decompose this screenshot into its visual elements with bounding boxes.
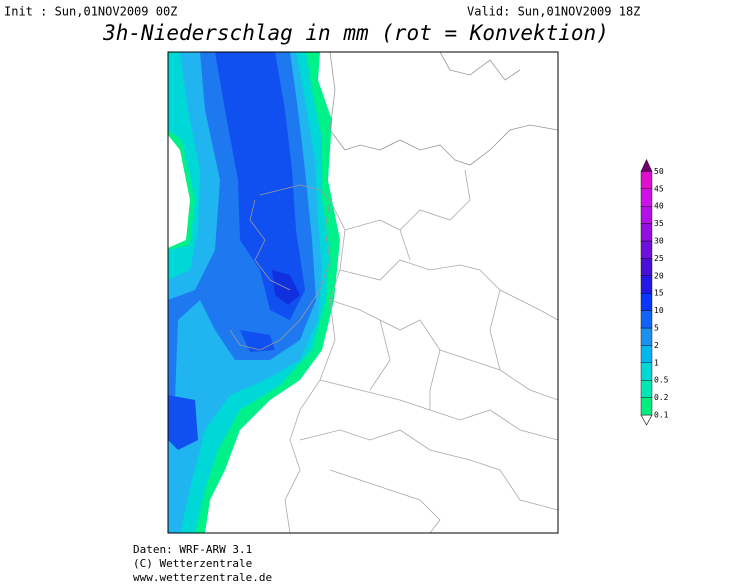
colorbar-band <box>640 293 653 311</box>
map-frame <box>167 51 559 534</box>
colorbar-label: 35 <box>654 219 664 228</box>
valid-label: Valid: Sun,01NOV2009 18Z <box>467 5 640 19</box>
colorbar-band <box>640 205 653 224</box>
footer-line: www.wetterzentrale.de <box>133 571 272 584</box>
colorbar-band <box>640 380 653 398</box>
colorbar-label: 1 <box>654 358 659 367</box>
colorbar-label: 15 <box>654 289 664 298</box>
colorbar-band <box>640 171 653 189</box>
footer-line: Daten: WRF-ARW 3.1 <box>133 543 252 556</box>
colorbar-cap <box>640 158 653 172</box>
colorbar-label: 25 <box>654 254 664 263</box>
colorbar-label: 40 <box>654 202 664 211</box>
map-title: 3h-Niederschlag in mm (rot = Konvektion) <box>102 21 609 45</box>
precipitation-field <box>168 52 340 533</box>
colorbar-band <box>640 310 653 329</box>
colorbar-label: 2 <box>654 341 659 350</box>
footer-line: (C) Wetterzentrale <box>133 557 252 570</box>
colorbar-label: 0.5 <box>654 376 669 385</box>
colorbar-label: 5 <box>654 324 659 333</box>
colorbar-label: 0.1 <box>654 411 669 420</box>
coastlines-and-borders <box>229 52 558 533</box>
colorbar-label: 10 <box>654 306 664 315</box>
colorbar-label: 50 <box>654 167 664 176</box>
colorbar-band <box>640 345 653 363</box>
colorbar-label: 0.2 <box>654 393 669 402</box>
map <box>167 51 559 534</box>
colorbar-band <box>640 258 653 276</box>
init-label: Init : Sun,01NOV2009 00Z <box>4 5 177 19</box>
colorbar-band <box>640 362 653 381</box>
colorbar-label: 30 <box>654 237 664 246</box>
colorbar-band <box>640 397 653 416</box>
colorbar-band <box>640 240 653 259</box>
colorbar-label: 20 <box>654 271 664 280</box>
colorbar-label: 45 <box>654 184 664 193</box>
colorbar-band <box>640 188 653 207</box>
colorbar-tail <box>640 414 653 426</box>
colorbar-band <box>640 223 653 242</box>
colorbar-band <box>640 327 653 346</box>
colorbar-band <box>640 275 653 294</box>
